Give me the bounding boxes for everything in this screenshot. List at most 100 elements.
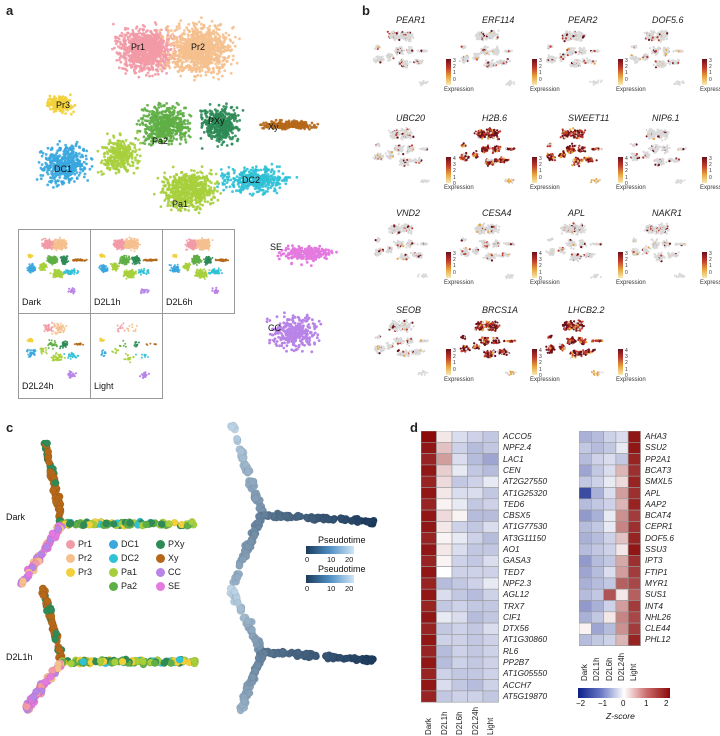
heatmap-gene-label: LAC1	[503, 453, 524, 464]
expression-colorbar	[618, 252, 623, 278]
feature-umap-plot	[630, 222, 687, 279]
heatmap-gene-label: AT1G30860	[503, 634, 548, 645]
heatmap-column-label-left: D2L6h	[455, 711, 464, 735]
panel-label-a: a	[6, 3, 14, 18]
pseudotime-ticks-2: 0 10 20	[305, 584, 365, 593]
legend-swatch-xy	[156, 554, 165, 564]
heatmap-gene-label: SSU2	[645, 442, 667, 453]
feature-gene-title: APL	[568, 208, 586, 218]
heatmap-gene-label: DOF5.6	[645, 532, 675, 543]
heatmap-gene-label: SSU3	[645, 544, 667, 554]
feature-gene-title: PEAR1	[396, 15, 426, 25]
expression-label: Expression	[444, 87, 474, 93]
zscore-tick-1: 1	[644, 699, 649, 708]
feature-gene-title: PEAR2	[568, 15, 598, 25]
heatmap-gene-label: AGL12	[503, 589, 529, 600]
feature-umap-plot	[372, 126, 430, 184]
legend-label-xy: Xy	[168, 553, 179, 563]
legend-item-xy: Xy	[156, 553, 179, 564]
feature-gene-title: NAKR1	[652, 208, 683, 218]
panel-label-d: d	[410, 420, 418, 435]
zscore-tick-0: 0	[621, 699, 626, 708]
expression-colorbar	[532, 349, 537, 375]
zscore-tick-2: 2	[664, 699, 669, 708]
heatmap-column-label-left: D2L24h	[470, 706, 480, 735]
feature-gene-title: SEOB	[396, 305, 422, 315]
legend-item-pxy: PXy	[156, 539, 185, 550]
pseudotime-colorbar-2	[306, 575, 354, 583]
expression-colorbar	[702, 252, 707, 278]
umap-condition-box-d2l1h: D2L1h	[90, 229, 163, 314]
heatmap-gene-label: AT5G19870	[503, 690, 548, 701]
heatmap-gene-label: PP2B7	[503, 657, 529, 667]
umap-label-pr3: Pr3	[56, 100, 71, 110]
heatmap-gene-label: SMXL5	[645, 476, 673, 487]
heatmap-gene-label: ACCH7	[503, 679, 532, 690]
feature-gene-title: VND2	[396, 208, 421, 218]
expression-colorbar	[618, 349, 623, 375]
legend-item-pr1: Pr1	[66, 539, 92, 550]
heatmap-gene-label: CEN	[503, 464, 521, 475]
heatmap-gene-label: APL	[645, 487, 661, 498]
legend-label-pxy: PXy	[168, 539, 185, 549]
umap-condition-box-light: Light	[90, 313, 163, 399]
legend-item-pr2: Pr2	[66, 553, 92, 564]
feature-gene-title: NIP6.1	[652, 113, 680, 123]
expression-label: Expression	[530, 377, 560, 383]
expression-colorbar	[618, 59, 623, 85]
umap-condition-plot-light	[99, 322, 157, 379]
condition-label-dark: Dark	[22, 297, 42, 307]
trajectory-label-d2l1h: D2L1h	[6, 652, 33, 662]
heatmap-right	[579, 431, 641, 646]
pseudotime-tick-20: 20	[345, 555, 354, 564]
heatmap-gene-label: TRX7	[503, 600, 525, 611]
feature-umap-plot	[545, 222, 603, 279]
umap-label-pa1: Pa1	[172, 199, 189, 209]
expression-colorbar	[702, 59, 707, 85]
expression-colorbar	[532, 157, 537, 183]
heatmap-column-label-left: D2L1h	[439, 711, 449, 735]
pseudotime-tick-0: 0	[305, 555, 310, 564]
pseudotime-tick-20: 20	[345, 584, 354, 593]
heatmap-gene-label: NPF2.3	[503, 577, 532, 588]
heatmap-gene-label: AT1G05550	[503, 668, 548, 679]
umap-label-pxy: PXy	[208, 116, 225, 126]
legend-swatch-se	[156, 582, 165, 592]
pseudotime-colorbar-1	[306, 546, 354, 554]
feature-gene-title: ERF114	[482, 15, 515, 25]
heatmap-gene-label: BCAT3	[645, 464, 672, 475]
expression-colorbar	[618, 157, 623, 183]
heatmap-column-label-right: D2L6h	[604, 657, 614, 681]
umap-label-pr2: Pr2	[191, 42, 206, 52]
heatmap-column-label-right: D2L1h	[592, 657, 602, 681]
umap-label-xy: Xy	[268, 122, 279, 132]
heatmap-gene-label: RL6	[503, 645, 519, 656]
expression-label: Expression	[700, 185, 720, 191]
expression-colorbar	[446, 59, 451, 85]
umap-label-pr1: Pr1	[131, 42, 146, 52]
legend-swatch-pr3	[66, 568, 75, 578]
heatmap-gene-label: INT4	[645, 600, 663, 611]
umap-condition-plot-d2l6h	[168, 237, 230, 294]
legend-swatch-dc2	[109, 554, 118, 564]
heatmap-column-label-left: Light	[486, 717, 495, 735]
expression-label: Expression	[444, 377, 474, 383]
feature-umap-plot	[545, 30, 603, 86]
legend-item-dc2: DC2	[109, 553, 139, 564]
condition-label-light: Light	[94, 381, 114, 391]
expression-colorbar	[446, 349, 451, 375]
expression-label: Expression	[530, 280, 560, 286]
expression-label: Expression	[616, 280, 646, 286]
legend-swatch-cc	[156, 568, 165, 578]
expression-colorbar	[446, 157, 451, 183]
heatmap-gene-label: ACCO5	[503, 431, 532, 441]
umap-se-cc-plot	[265, 244, 338, 354]
expression-colorbar	[702, 157, 707, 183]
trajectory-label-dark: Dark	[6, 512, 26, 522]
feature-umap-plot	[546, 127, 603, 184]
